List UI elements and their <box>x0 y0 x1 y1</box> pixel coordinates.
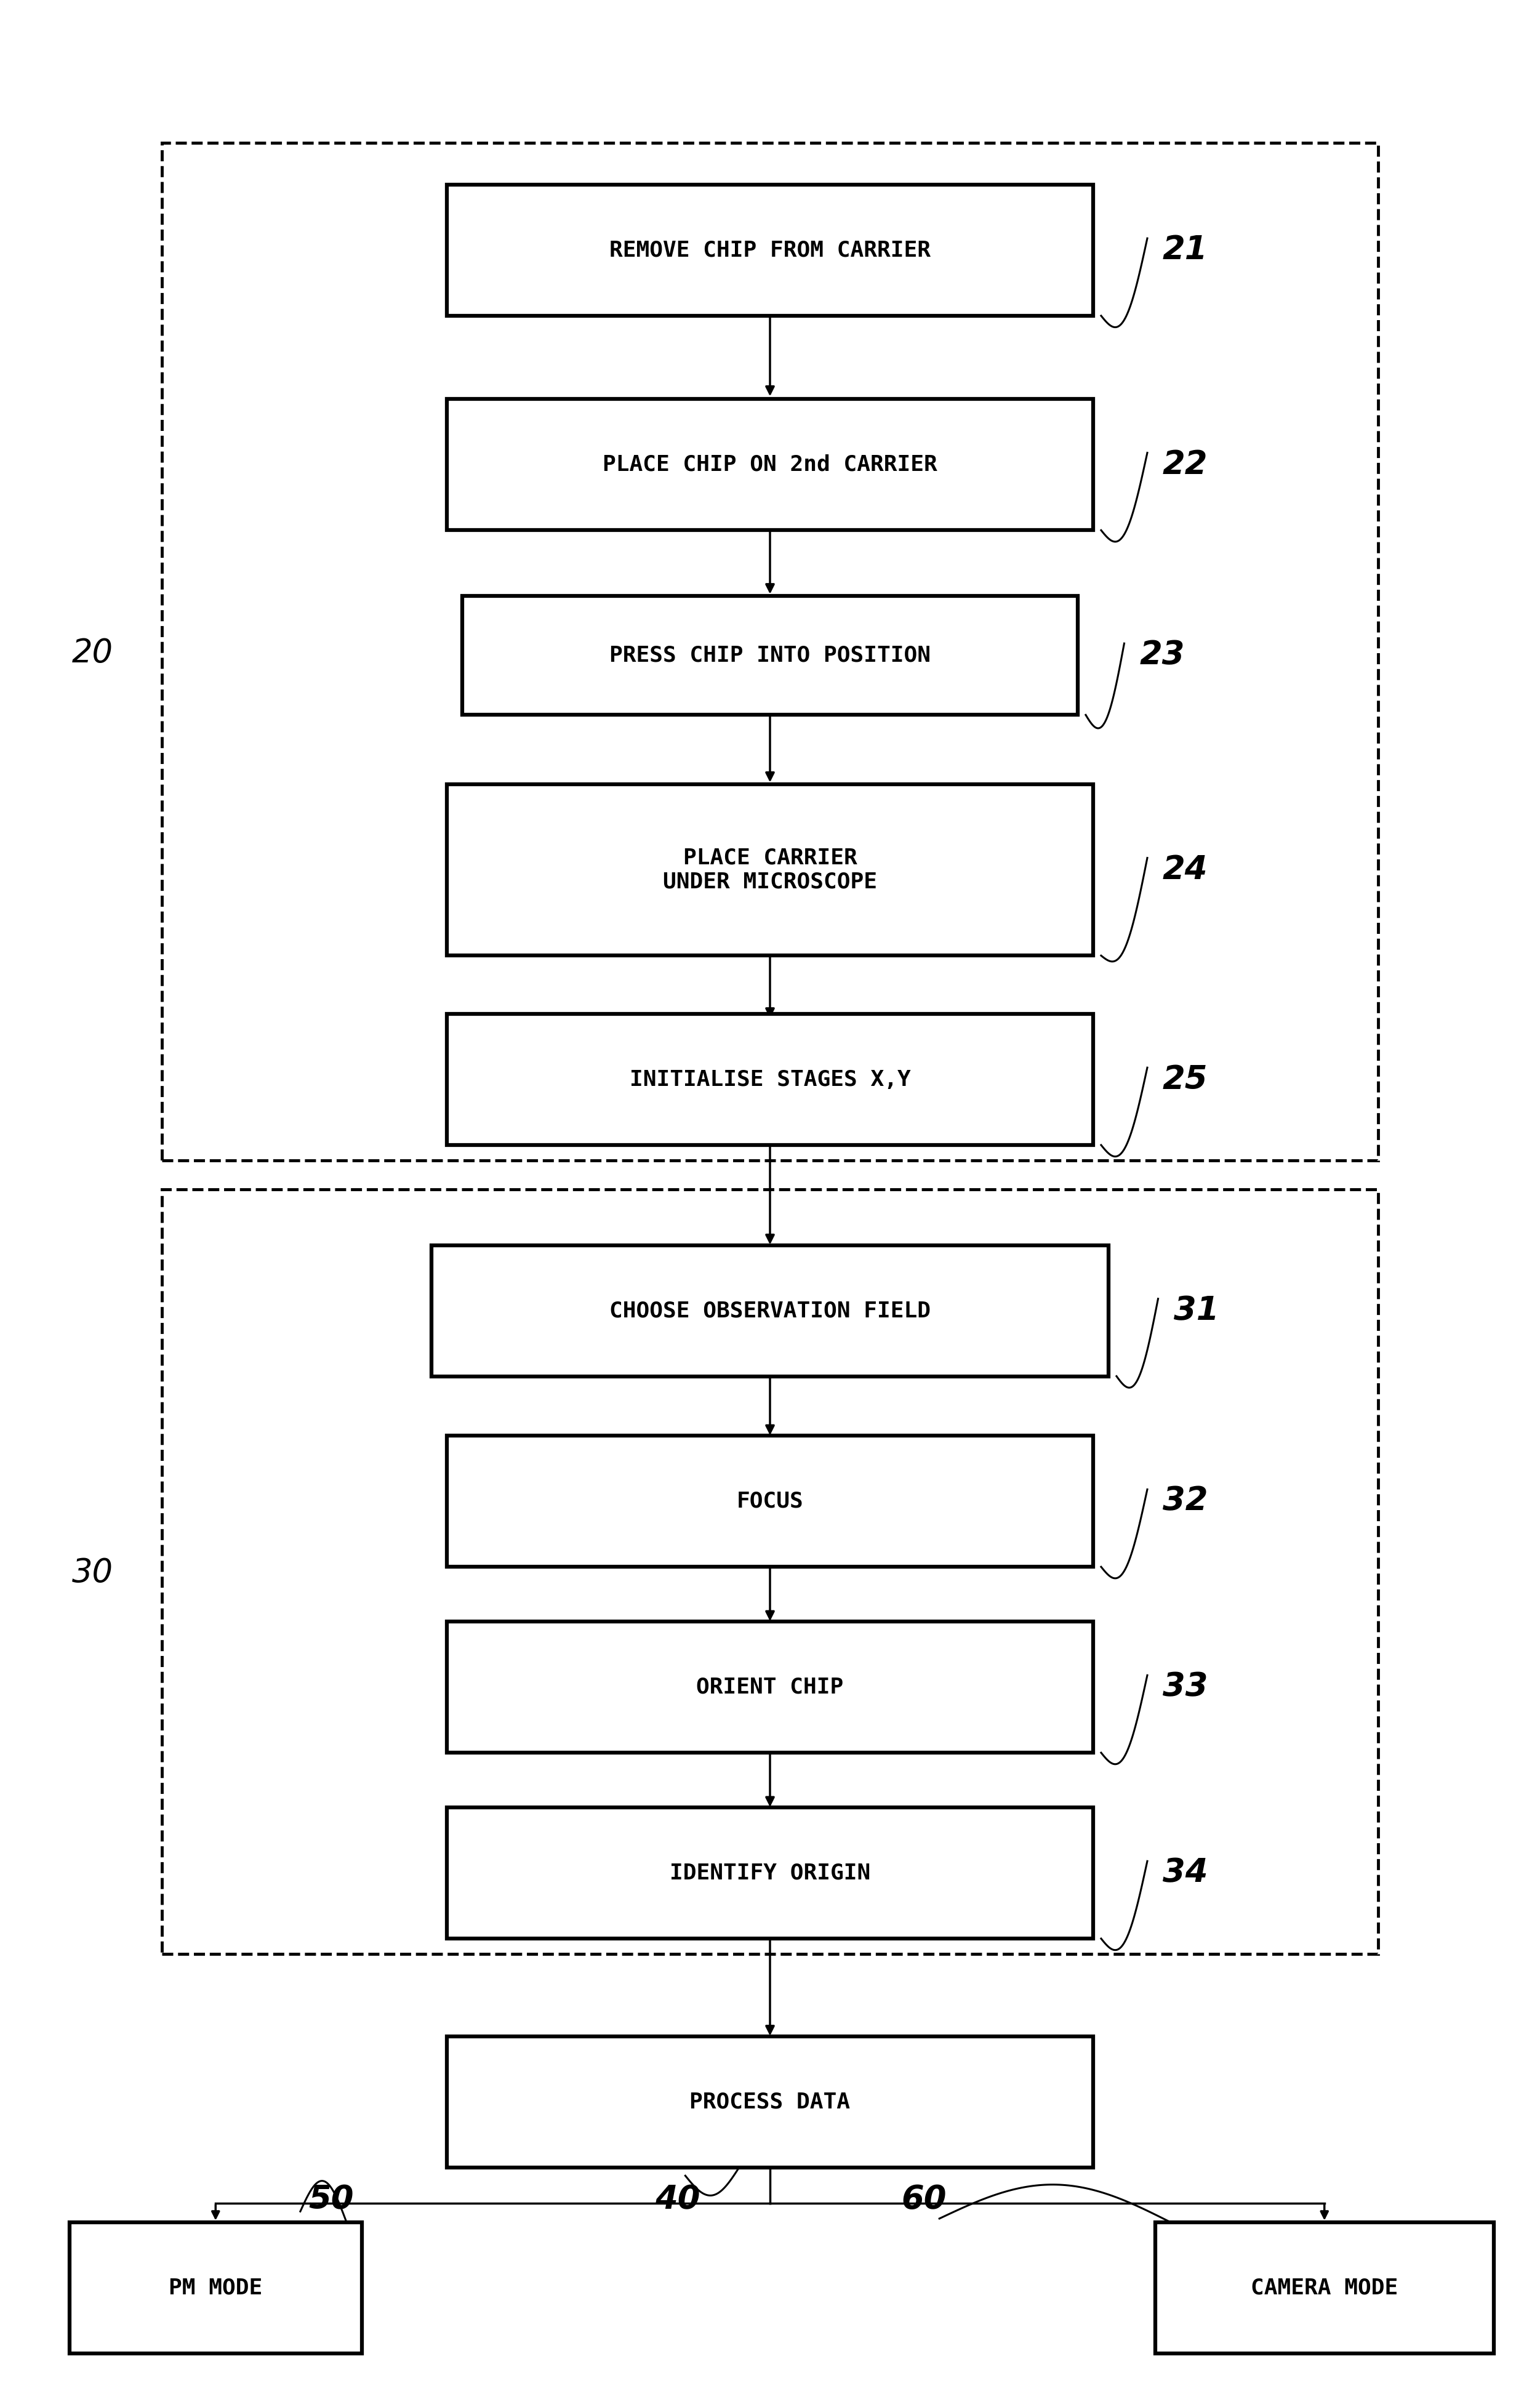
Text: FOCUS: FOCUS <box>736 1492 804 1511</box>
Text: CHOOSE OBSERVATION FIELD: CHOOSE OBSERVATION FIELD <box>610 1301 930 1320</box>
Text: 33: 33 <box>1163 1670 1207 1704</box>
Text: PROCESS DATA: PROCESS DATA <box>690 2092 850 2111</box>
Text: 34: 34 <box>1163 1856 1207 1890</box>
Text: 21: 21 <box>1163 234 1207 267</box>
FancyBboxPatch shape <box>447 398 1093 529</box>
Text: INITIALISE STAGES X,Y: INITIALISE STAGES X,Y <box>630 1070 910 1089</box>
Text: PRESS CHIP INTO POSITION: PRESS CHIP INTO POSITION <box>610 646 930 665</box>
Text: 30: 30 <box>72 1556 112 1589</box>
Text: CAMERA MODE: CAMERA MODE <box>1250 2278 1398 2297</box>
Text: ORIENT CHIP: ORIENT CHIP <box>696 1678 844 1697</box>
FancyBboxPatch shape <box>447 1013 1093 1144</box>
FancyBboxPatch shape <box>447 1623 1093 1754</box>
Text: 31: 31 <box>1173 1294 1218 1327</box>
Text: IDENTIFY ORIGIN: IDENTIFY ORIGIN <box>670 1864 870 1883</box>
FancyBboxPatch shape <box>69 2221 362 2354</box>
FancyBboxPatch shape <box>447 1435 1093 1568</box>
Text: 40: 40 <box>654 2183 701 2216</box>
Text: 25: 25 <box>1163 1063 1207 1096</box>
Text: PM MODE: PM MODE <box>169 2278 262 2297</box>
Text: REMOVE CHIP FROM CARRIER: REMOVE CHIP FROM CARRIER <box>610 241 930 260</box>
Text: 50: 50 <box>308 2183 354 2216</box>
FancyBboxPatch shape <box>1155 2221 1494 2354</box>
Text: 60: 60 <box>901 2183 947 2216</box>
Text: 24: 24 <box>1163 853 1207 886</box>
Text: 20: 20 <box>72 636 112 670</box>
Text: 23: 23 <box>1140 639 1184 672</box>
Text: PLACE CHIP ON 2nd CARRIER: PLACE CHIP ON 2nd CARRIER <box>602 455 938 474</box>
FancyBboxPatch shape <box>447 2035 1093 2169</box>
FancyBboxPatch shape <box>431 1244 1109 1377</box>
Text: 32: 32 <box>1163 1485 1207 1518</box>
Text: PLACE CARRIER
UNDER MICROSCOPE: PLACE CARRIER UNDER MICROSCOPE <box>662 848 878 891</box>
FancyBboxPatch shape <box>447 784 1093 956</box>
FancyBboxPatch shape <box>462 596 1078 715</box>
FancyBboxPatch shape <box>447 183 1093 315</box>
FancyBboxPatch shape <box>447 1806 1093 1940</box>
Text: 22: 22 <box>1163 448 1207 481</box>
